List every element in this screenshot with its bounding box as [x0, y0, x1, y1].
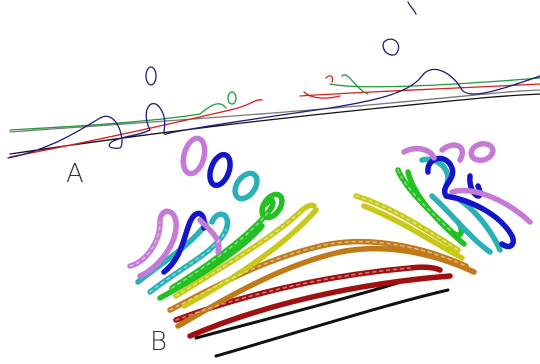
loop-navy-3	[407, 1, 417, 15]
tube-yellow-4	[361, 203, 465, 261]
loop-navy-1	[145, 66, 157, 86]
tube-magenta-4	[401, 145, 437, 161]
loop-red-2	[303, 91, 341, 99]
tube-lime-4	[405, 169, 467, 247]
tube-magenta-2	[197, 217, 222, 255]
tube-yellow-2	[181, 207, 319, 309]
loop-red-1	[325, 75, 334, 83]
ring-cyan-1	[232, 170, 260, 202]
tube-black-2	[214, 288, 450, 358]
tube-cyan-1	[147, 211, 231, 295]
panel-label-a: A	[66, 159, 84, 189]
tube-darkred-2	[187, 273, 453, 339]
ring-magenta-2	[468, 141, 496, 163]
panel-b-tubes	[127, 135, 533, 358]
tube-darkred-1	[173, 264, 443, 323]
ring-blue-1	[207, 151, 233, 189]
loop-navy-2	[382, 38, 400, 56]
tube-highlights	[129, 169, 467, 321]
tube-orange-2	[175, 245, 477, 329]
trace-green	[9, 77, 540, 131]
trace-red	[9, 83, 540, 158]
loop-green-1	[227, 91, 237, 105]
panel-label-b: B	[150, 327, 167, 357]
tube-blue-1	[161, 210, 207, 275]
tube-magenta-1	[127, 208, 179, 279]
tube-magenta-3	[439, 142, 533, 225]
trace-gray	[9, 89, 540, 133]
tube-yellow-1	[173, 202, 317, 299]
trace-navy	[7, 68, 540, 159]
tube-black-1	[194, 278, 410, 340]
tube-lime-2	[157, 223, 265, 301]
trace-black	[9, 93, 540, 155]
ring-magenta-1	[180, 135, 208, 177]
tube-yellow-3	[353, 193, 461, 253]
panel-a-traces	[7, 1, 540, 159]
loop-green-2	[341, 74, 369, 95]
ring-lime-1	[259, 191, 285, 221]
tube-cyan-4	[457, 197, 503, 253]
tube-blue-2	[425, 155, 516, 250]
tube-blue-3	[467, 173, 483, 199]
